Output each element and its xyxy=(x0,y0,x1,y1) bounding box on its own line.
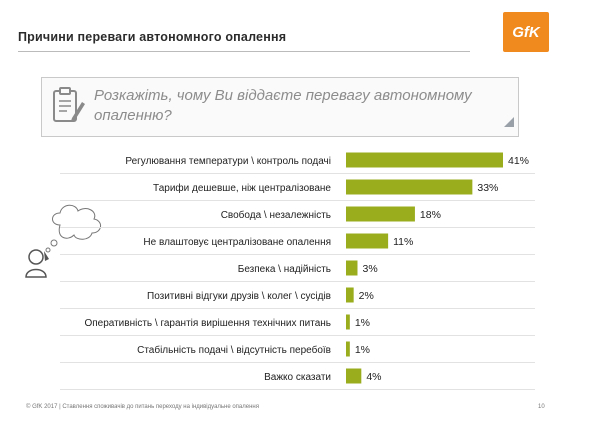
category-label: Не влаштовує централізоване опалення xyxy=(143,237,331,248)
page-number: 10 xyxy=(538,404,545,410)
clipboard-pencil-icon xyxy=(50,85,86,130)
value-label: 18% xyxy=(420,209,441,221)
value-label: 41% xyxy=(508,155,529,167)
value-label: 4% xyxy=(366,371,381,383)
bar xyxy=(346,341,350,357)
bar xyxy=(346,206,415,222)
page-title: Причини переваги автономного опалення xyxy=(18,30,287,44)
footer-text: © GfK 2017 | Ставлення споживачів до пит… xyxy=(26,404,259,410)
value-label: 3% xyxy=(362,263,377,275)
category-label: Стабільність подачі \ відсутність перебо… xyxy=(137,344,331,356)
question-text: Розкажіть, чому Ви віддаєте перевагу авт… xyxy=(94,87,472,124)
title-divider xyxy=(18,51,470,52)
value-label: 2% xyxy=(359,290,374,302)
bar xyxy=(346,287,354,303)
bar xyxy=(346,260,358,276)
category-label: Свобода \ незалежність xyxy=(221,209,331,221)
category-label: Регулювання температури \ контроль подач… xyxy=(125,156,331,167)
gfk-logo: GfK xyxy=(503,12,549,52)
category-label: Важко сказати xyxy=(264,372,331,383)
category-label: Оперативність \ гарантія вирішення техні… xyxy=(84,318,331,329)
value-label: 1% xyxy=(355,344,370,356)
value-label: 1% xyxy=(355,317,370,329)
bar xyxy=(346,368,362,384)
value-label: 11% xyxy=(393,236,413,248)
bar xyxy=(346,179,473,195)
corner-fold-icon xyxy=(504,114,514,132)
bar xyxy=(346,152,503,168)
category-label: Позитивні відгуки друзів \ колег \ сусід… xyxy=(147,291,331,302)
thinking-person-icon xyxy=(20,195,120,290)
bar xyxy=(346,314,350,330)
bar xyxy=(346,233,389,249)
value-label: 33% xyxy=(477,182,498,194)
category-label: Безпека \ надійність xyxy=(238,264,331,275)
category-label: Тарифи дешевше, ніж централізоване xyxy=(153,182,331,194)
question-box: Розкажіть, чому Ви віддаєте перевагу авт… xyxy=(41,77,519,137)
